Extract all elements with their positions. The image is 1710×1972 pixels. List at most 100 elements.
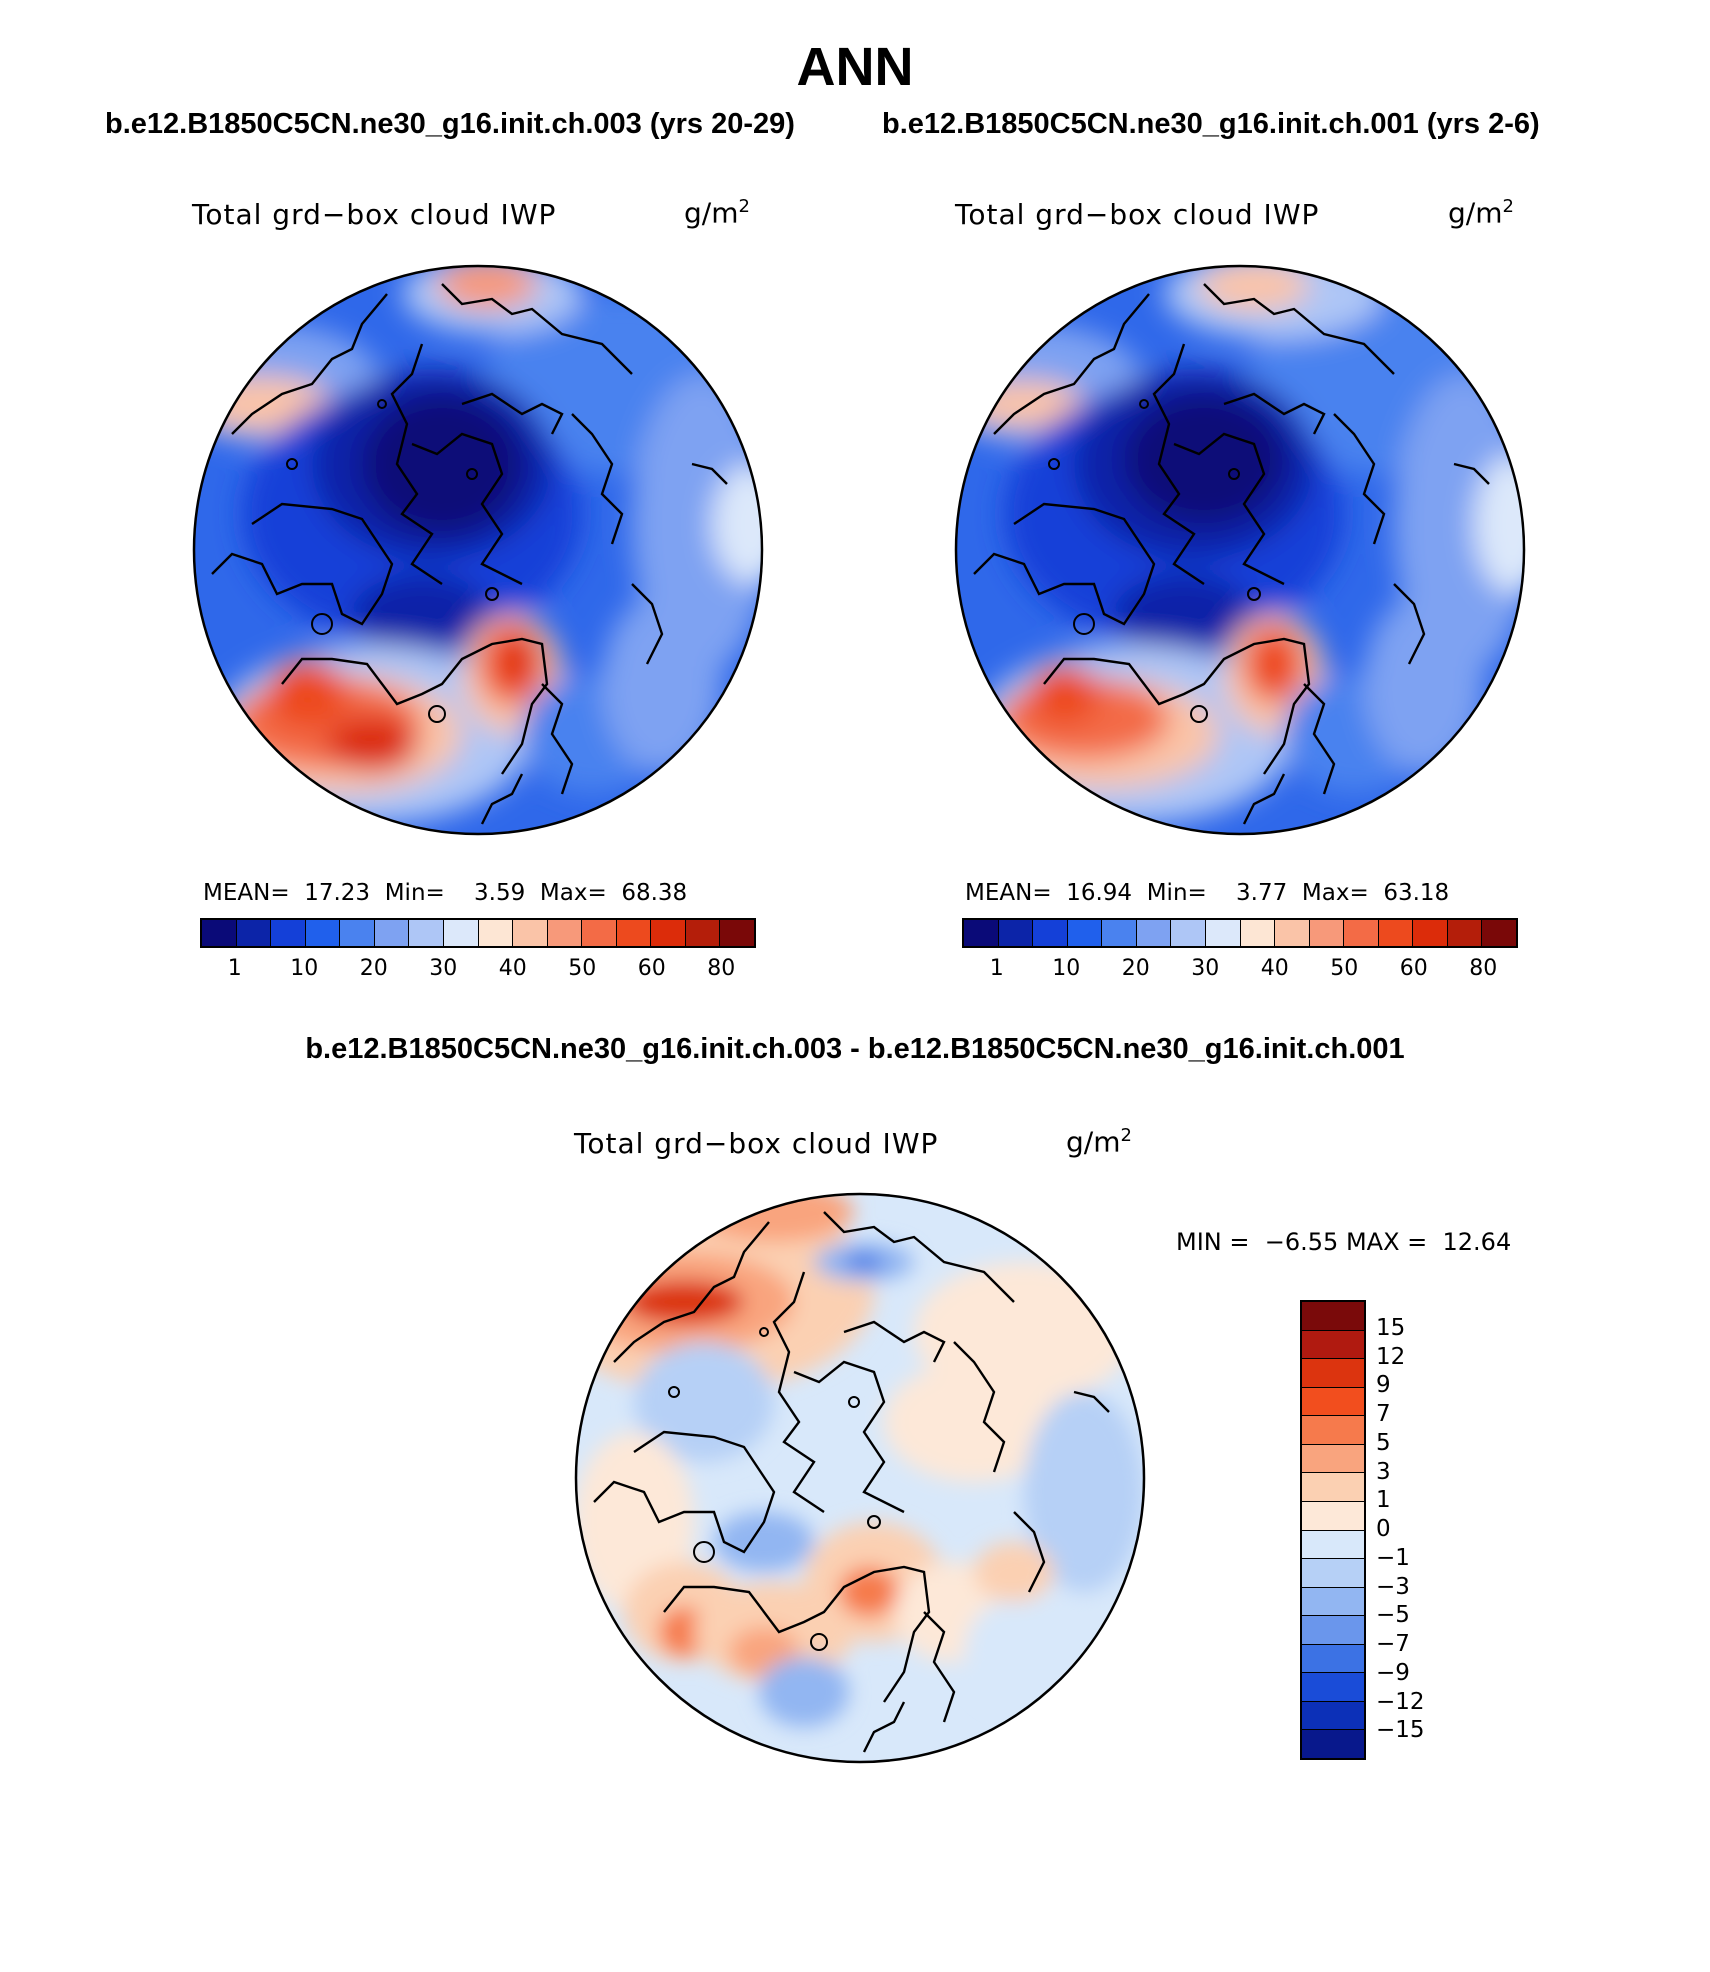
diff-tick-label: −7: [1376, 1631, 1410, 1657]
panel2-colorbar: [962, 918, 1518, 948]
panel1-colorbar-box: [236, 920, 272, 946]
diff-tick-label: 0: [1376, 1516, 1391, 1542]
panel2-colorbar-box: [1240, 920, 1276, 946]
diff-tick-label: 15: [1376, 1314, 1406, 1341]
diff-colorbar-box: [1302, 1644, 1364, 1674]
diff-tick-label: −12: [1376, 1688, 1425, 1715]
case2-title: b.e12.B1850C5CN.ne30_g16.init.ch.001 (yr…: [882, 108, 1540, 140]
panel2-tick-label: 80: [1469, 956, 1498, 981]
diff-units: g/m2: [1066, 1125, 1132, 1158]
panel1-colorbar-box: [271, 920, 306, 946]
panel2-colorbar-box: [1033, 920, 1068, 946]
panel1-colorbar-box: [340, 920, 375, 946]
panel2-colorbar-box: [1102, 920, 1137, 946]
diff-tick-label: −9: [1376, 1659, 1410, 1686]
panel1-colorbar-box: [720, 920, 754, 946]
panel1-colorbar: [200, 918, 756, 948]
diff-colorbar-ticks: 15 12 9 7 5 3 1 0 −1 −3 −5 −7 −9 −12 −15: [1376, 1300, 1456, 1760]
diff-tick-label: −15: [1376, 1717, 1425, 1744]
panel1-colorbar-box: [513, 920, 548, 946]
panel1-colorbar-box: [478, 920, 514, 946]
panel2-units: g/m2: [1448, 196, 1514, 229]
panel1-colorbar-box: [202, 920, 237, 946]
diff-colorbar-box: [1302, 1302, 1364, 1331]
diff-variable-title: Total grd−box cloud IWP: [574, 1127, 939, 1160]
diff-colorbar-box: [1302, 1559, 1364, 1588]
panel1-colorbar-ticks: 1 10 20 30 40 50 60 80: [200, 956, 756, 986]
diff-colorbar-box: [1302, 1616, 1364, 1645]
diff-colorbar: [1300, 1300, 1366, 1760]
panel2-units-base: g/m: [1448, 196, 1503, 230]
diff-tick-label: −1: [1376, 1544, 1410, 1571]
panel1-colorbar-box: [685, 920, 721, 946]
panel2-tick-label: 60: [1399, 956, 1428, 981]
diff-max-label: MAX =: [1345, 1228, 1428, 1256]
diff-colorbar-box: [1302, 1530, 1364, 1560]
panel2-colorbar-box: [998, 920, 1034, 946]
panel1-tick-label: 20: [359, 956, 388, 981]
diff-tick-label: 5: [1376, 1429, 1391, 1456]
diff-max-value: 12.64: [1442, 1228, 1512, 1256]
panel2-tick-label: 20: [1121, 956, 1150, 981]
panel1-colorbar-box: [305, 920, 341, 946]
panel2-tick-label: 10: [1052, 956, 1081, 981]
panel1-colorbar-box: [547, 920, 583, 946]
panel1-colorbar-box: [409, 920, 444, 946]
panel1-tick-label: 80: [707, 956, 736, 981]
panel2-max-label: Max=: [1301, 880, 1369, 906]
diff-tick-label: 9: [1376, 1372, 1391, 1399]
panel1-variable-title: Total grd−box cloud IWP: [192, 198, 557, 231]
panel1-units-base: g/m: [684, 196, 739, 230]
diff-units-base: g/m: [1066, 1125, 1121, 1159]
diff-map-border: [574, 1192, 1146, 1764]
diff-coastlines: [593, 1211, 1110, 1753]
panel2-min-value: 3.77: [1236, 880, 1288, 906]
panel2-colorbar-box: [964, 920, 999, 946]
diff-map: [574, 1192, 1146, 1764]
panel1-tick-label: 50: [568, 956, 597, 981]
diff-colorbar-box: [1302, 1673, 1364, 1702]
season-title: ANN: [796, 37, 914, 97]
diff-min-label: MIN =: [1176, 1228, 1250, 1256]
panel1-mean-value: 17.23: [304, 880, 371, 906]
panel1-max-label: Max=: [539, 880, 607, 906]
panel2-colorbar-ticks: 1 10 20 30 40 50 60 80: [962, 956, 1518, 986]
panel2-islands: [1048, 399, 1261, 723]
panel1-tick-label: 30: [429, 956, 458, 981]
panel1-max-value: 68.38: [621, 880, 688, 906]
panel2-colorbar-box: [1344, 920, 1379, 946]
panel2-variable-title: Total grd−box cloud IWP: [955, 198, 1320, 231]
panel2-stats: MEAN= 16.94 Min= 3.77 Max= 63.18: [965, 880, 1449, 906]
diff-colorbar-box: [1302, 1444, 1364, 1474]
panel1-colorbar-box: [616, 920, 652, 946]
panel2-tick-label: 40: [1260, 956, 1289, 981]
panel1-colorbar-box: [443, 920, 479, 946]
panel2-colorbar-box: [1378, 920, 1414, 946]
diff-units-exp: 2: [1120, 1125, 1132, 1146]
diff-colorbar-box: [1302, 1701, 1364, 1731]
panel2-max-value: 63.18: [1383, 880, 1450, 906]
diff-stats: MIN = −6.55 MAX = 12.64: [1176, 1228, 1511, 1256]
panel1-units: g/m2: [684, 196, 750, 229]
panel2-colorbar-box: [1413, 920, 1448, 946]
diff-colorbar-box: [1302, 1501, 1364, 1531]
panel1-units-exp: 2: [738, 196, 750, 217]
diff-tick-label: −5: [1376, 1602, 1410, 1629]
diff-colorbar-box: [1302, 1359, 1364, 1388]
panel1-tick-label: 60: [637, 956, 666, 981]
panel1-min-value: 3.59: [474, 880, 526, 906]
panel1-min-label: Min=: [384, 880, 445, 906]
panel1-map: [192, 264, 764, 836]
diff-tick-label: −3: [1376, 1573, 1410, 1600]
panel2-tick-label: 30: [1191, 956, 1220, 981]
panel1-islands: [286, 399, 499, 723]
diff-title: b.e12.B1850C5CN.ne30_g16.init.ch.003 - b…: [305, 1033, 1405, 1065]
diff-colorbar-box: [1302, 1730, 1364, 1758]
diff-colorbar-box: [1302, 1587, 1364, 1617]
panel1-coastlines: [211, 283, 728, 825]
diff-min-value: −6.55: [1264, 1228, 1339, 1256]
panel1-tick-label: 1: [227, 956, 242, 981]
panel2-colorbar-box: [1171, 920, 1206, 946]
case1-title: b.e12.B1850C5CN.ne30_g16.init.ch.003 (yr…: [105, 108, 795, 140]
diff-islands: [668, 1327, 881, 1651]
